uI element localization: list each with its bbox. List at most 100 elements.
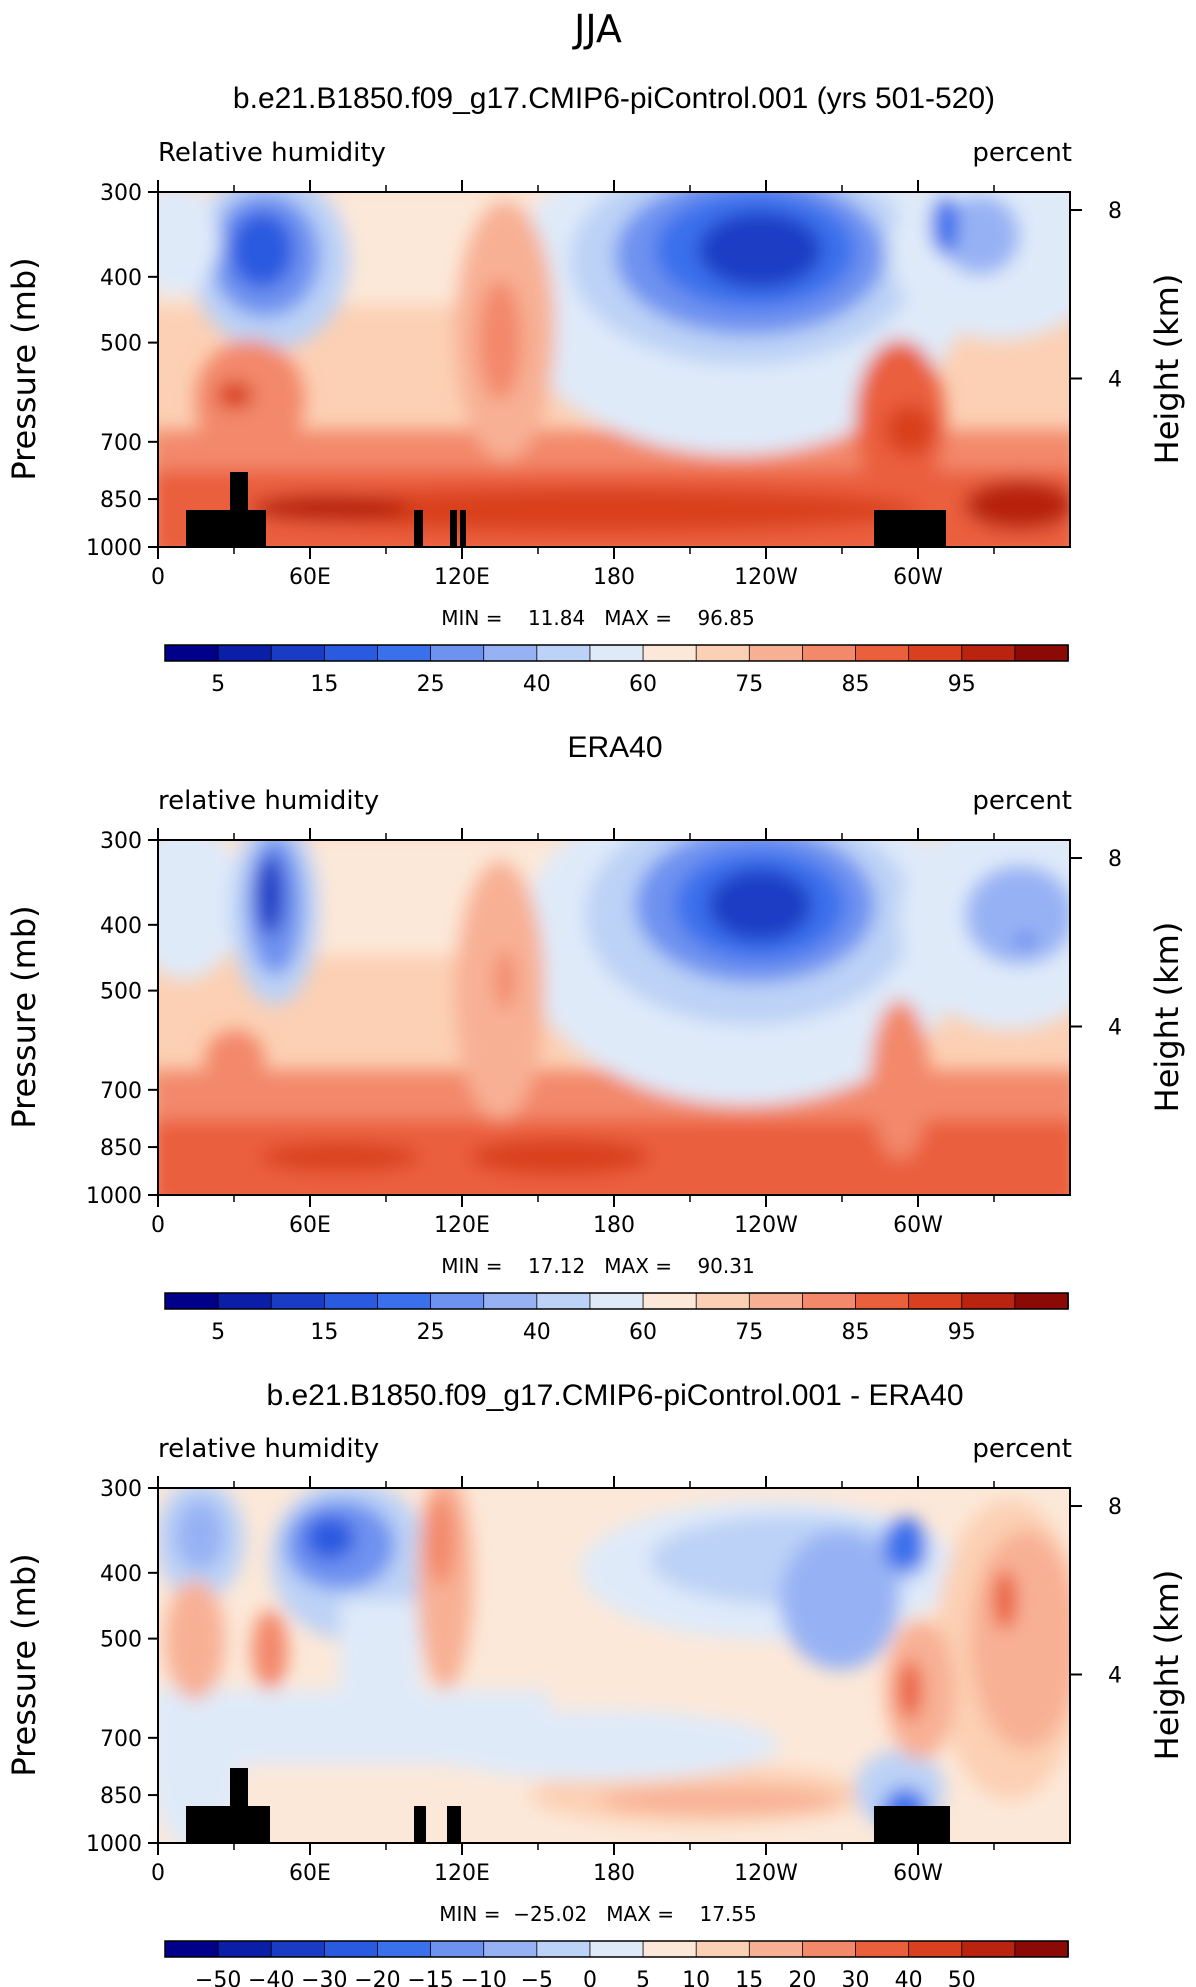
panel-3-contour-field	[158, 1488, 1070, 1843]
panel-1-variable-label: Relative humidity	[158, 138, 386, 168]
panel-2-title: ERA40	[567, 731, 662, 764]
colorbar-swatch	[855, 644, 910, 662]
colorbar-swatch	[483, 644, 538, 662]
colorbar-swatch	[695, 1940, 751, 1958]
panel-2-y2-axis-label: Height (km)	[1148, 922, 1186, 1113]
colorbar-label: −10	[460, 1968, 506, 1987]
panel-3-colorbar: −50 −40 −30 −20 −15 −10 −5 0 5 10 15 20 30 40 50	[164, 1940, 1069, 1987]
colorbar-swatch	[802, 1292, 857, 1310]
panel-3-topography	[186, 1768, 950, 1843]
colorbar-swatch	[802, 1940, 857, 1958]
x-tick-label: 0	[151, 1861, 165, 1886]
colorbar-swatch	[748, 1292, 804, 1310]
colorbar-swatch	[642, 1292, 697, 1310]
colorbar-swatch	[217, 644, 273, 662]
panel-1-contour-field	[158, 192, 1070, 547]
colorbar-swatch	[323, 644, 379, 662]
x-tick-label: 0	[151, 565, 165, 590]
pressure-tick-label: 700	[100, 431, 142, 456]
panel-3-min-max: MIN = −25.02 MAX = 17.55	[439, 1902, 756, 1926]
colorbar-label: −20	[354, 1968, 400, 1987]
height-tick-label: 4	[1108, 1016, 1122, 1041]
colorbar-label: 85	[842, 672, 870, 697]
panel-2-colorbar: 5 15 25 40 60 75 85 95	[164, 1292, 1069, 1345]
colorbar-label: 50	[948, 1968, 976, 1987]
colorbar-label: 85	[842, 1320, 870, 1345]
pressure-tick-label: 850	[100, 1784, 142, 1809]
pressure-tick-label: 500	[100, 980, 142, 1005]
pressure-tick-label: 500	[100, 332, 142, 357]
colorbar-swatch	[695, 644, 751, 662]
colorbar-swatch	[589, 1292, 644, 1310]
colorbar-label: 40	[523, 1320, 551, 1345]
colorbar-label: 25	[417, 1320, 445, 1345]
colorbar-label: 60	[629, 672, 657, 697]
panel-3-variable-label: relative humidity	[158, 1434, 379, 1464]
panel-1-y2-axis-label: Height (km)	[1148, 274, 1186, 465]
panel-2-units-label: percent	[972, 786, 1072, 816]
colorbar-swatch	[164, 1292, 219, 1310]
colorbar-swatch	[748, 644, 804, 662]
season-title: JJA	[572, 7, 622, 51]
pressure-tick-label: 400	[100, 266, 142, 291]
colorbar-swatch	[217, 1292, 273, 1310]
height-tick-label: 8	[1108, 1495, 1122, 1520]
panel-3: b.e21.B1850.f09_g17.CMIP6-piControl.001 …	[5, 1379, 1186, 1987]
pressure-tick-label: 1000	[86, 536, 142, 561]
colorbar-label: 5	[211, 1320, 225, 1345]
colorbar-swatch	[855, 1292, 910, 1310]
x-tick-label: 60W	[893, 1861, 943, 1886]
colorbar-swatch	[695, 1292, 751, 1310]
panel-1-colorbar: 5 15 25 40 60 75 85 95	[164, 644, 1069, 697]
pressure-tick-label: 700	[100, 1079, 142, 1104]
colorbar-frame	[164, 644, 1069, 662]
colorbar-swatch	[642, 644, 697, 662]
colorbar-swatch	[483, 1292, 538, 1310]
colorbar-swatch	[270, 1940, 326, 1958]
colorbar-label: 60	[629, 1320, 657, 1345]
pressure-tick-label: 300	[100, 181, 142, 206]
colorbar-swatch	[164, 644, 219, 662]
colorbar-swatch	[377, 1292, 432, 1310]
height-tick-label: 4	[1108, 1664, 1122, 1689]
colorbar-swatch	[748, 1940, 804, 1958]
pressure-tick-label: 700	[100, 1727, 142, 1752]
pressure-tick-label: 1000	[86, 1832, 142, 1857]
colorbar-swatch	[908, 644, 963, 662]
colorbar-label: 40	[523, 672, 551, 697]
colorbar-frame	[164, 1292, 1069, 1310]
colorbar-swatch	[217, 1940, 273, 1958]
pressure-tick-label: 300	[100, 1477, 142, 1502]
colorbar-swatch	[961, 1292, 1016, 1310]
colorbar-label: 75	[735, 672, 763, 697]
colorbar-swatch	[536, 1292, 591, 1310]
colorbar-swatch	[430, 1940, 485, 1958]
panel-1-pressure-ticks: 300 400 500 700 850 1000	[86, 181, 158, 561]
x-tick-label: 120W	[734, 1861, 798, 1886]
colorbar-swatch	[483, 1940, 538, 1958]
x-tick-label: 0	[151, 1213, 165, 1238]
x-tick-label: 60E	[289, 1861, 331, 1886]
panel-3-title: b.e21.B1850.f09_g17.CMIP6-piControl.001 …	[266, 1379, 963, 1412]
colorbar-label: 75	[735, 1320, 763, 1345]
panel-1: b.e21.B1850.f09_g17.CMIP6-piControl.001 …	[5, 82, 1186, 697]
pressure-tick-label: 850	[100, 1136, 142, 1161]
panel-2-contour-field	[158, 840, 1070, 1195]
panel-1-y-axis-label: Pressure (mb)	[5, 257, 43, 480]
colorbar-swatch	[270, 1292, 326, 1310]
colorbar-swatch	[536, 644, 591, 662]
colorbar-swatch	[802, 644, 857, 662]
colorbar-label: 15	[310, 672, 338, 697]
colorbar-swatch	[377, 1940, 432, 1958]
x-tick-label: 120E	[434, 1213, 490, 1238]
colorbar-swatch	[323, 1940, 379, 1958]
colorbar-swatch	[323, 1292, 379, 1310]
panel-2-x-ticks: 0 60E 120E 180 120W 60W	[151, 828, 995, 1238]
pressure-tick-label: 1000	[86, 1184, 142, 1209]
panel-2-y-axis-label: Pressure (mb)	[5, 905, 43, 1128]
panel-1-x-ticks: 0 60E 120E 180 120W 60W	[151, 180, 995, 590]
colorbar-swatch	[536, 1940, 591, 1958]
panel-2-height-ticks: 84	[1070, 847, 1122, 1041]
height-tick-label: 4	[1108, 368, 1122, 393]
